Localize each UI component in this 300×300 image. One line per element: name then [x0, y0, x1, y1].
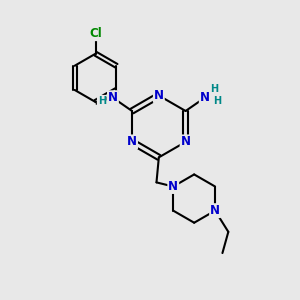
Text: N: N — [181, 135, 190, 148]
Text: N: N — [168, 180, 178, 193]
Text: N: N — [210, 204, 220, 217]
Text: N: N — [127, 135, 137, 148]
Text: H: H — [98, 96, 106, 106]
Text: N: N — [108, 91, 118, 104]
Text: N: N — [154, 89, 164, 102]
Text: H: H — [210, 85, 218, 94]
Text: H: H — [213, 96, 221, 106]
Text: Cl: Cl — [89, 27, 102, 40]
Text: N: N — [200, 91, 210, 104]
